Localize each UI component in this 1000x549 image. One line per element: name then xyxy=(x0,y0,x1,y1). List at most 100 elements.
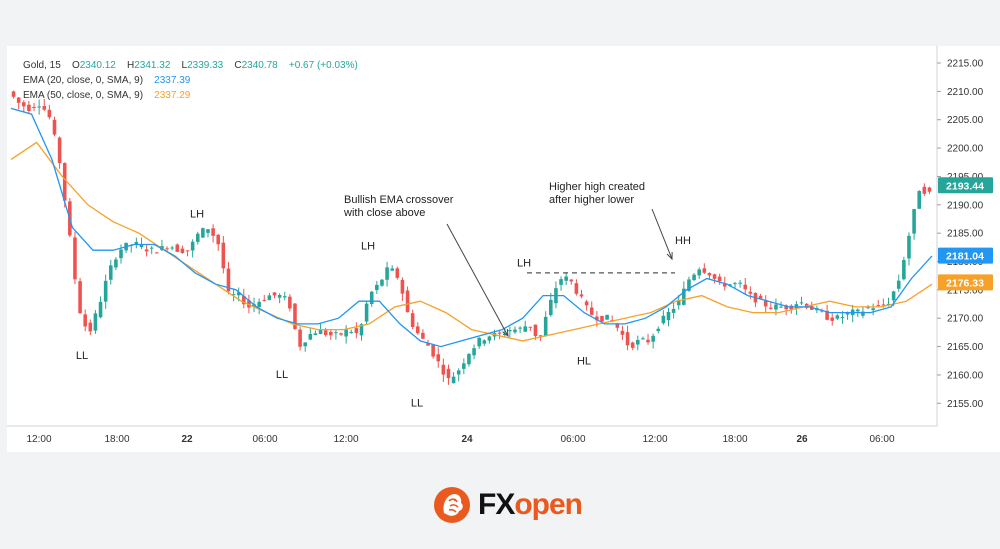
ema20-label: EMA (20, close, 0, SMA, 9) xyxy=(23,75,144,86)
candle xyxy=(876,299,881,307)
candle xyxy=(871,303,875,316)
candle-body xyxy=(881,304,886,306)
candle-body xyxy=(641,338,645,340)
candle xyxy=(589,301,594,316)
candle xyxy=(441,358,446,382)
candle xyxy=(646,333,650,345)
candle xyxy=(538,335,543,342)
candle-body xyxy=(180,248,185,253)
candle xyxy=(569,278,574,285)
candle-body xyxy=(502,333,507,336)
arrow-shaft xyxy=(446,223,509,337)
candle-body xyxy=(799,302,804,304)
y-tick-label: 2155.00 xyxy=(947,399,984,410)
candle-body xyxy=(779,306,783,308)
price-badge xyxy=(938,247,993,264)
candle-body xyxy=(293,303,297,329)
candle-body xyxy=(242,295,246,305)
candle xyxy=(231,288,236,302)
candle-body xyxy=(190,241,195,251)
candle-body xyxy=(32,106,36,108)
price-badges: 2193.44 2181.04 2176.33 xyxy=(938,177,993,291)
candle-body xyxy=(426,343,430,346)
candle-body xyxy=(702,268,707,273)
candle-body xyxy=(421,332,425,339)
candle-body xyxy=(717,276,722,282)
candle xyxy=(134,237,139,249)
candle-body xyxy=(22,102,26,107)
candle xyxy=(676,294,681,310)
x-tick-label: 06:00 xyxy=(252,434,277,445)
candle xyxy=(170,245,174,251)
candle xyxy=(743,278,748,295)
candle-body xyxy=(329,331,333,336)
candle-body xyxy=(206,229,210,233)
candle xyxy=(155,251,159,254)
candle xyxy=(477,337,481,349)
candle xyxy=(922,183,927,196)
candle xyxy=(554,281,558,309)
candle-body xyxy=(410,313,415,328)
candle-body xyxy=(119,249,123,259)
candle xyxy=(354,322,359,339)
candle-body xyxy=(636,339,640,345)
change-value: +0.67 (+0.03%) xyxy=(288,60,358,71)
annotation-line: Bullish EMA crossover xyxy=(344,194,454,206)
footer xyxy=(0,452,1000,549)
candle-body xyxy=(73,237,77,280)
candle xyxy=(574,279,579,296)
candle xyxy=(272,292,277,299)
candle xyxy=(395,266,400,280)
candle-body xyxy=(282,296,287,298)
annotation-line: after higher lower xyxy=(549,194,634,206)
y-tick-label: 2190.00 xyxy=(947,200,984,211)
candle-body xyxy=(441,364,446,375)
symbol-label: Gold, 15 xyxy=(23,60,61,71)
candle xyxy=(52,116,57,137)
candle xyxy=(415,322,420,335)
candle xyxy=(211,224,215,243)
candle-body xyxy=(835,315,840,319)
candle-body xyxy=(733,283,737,285)
candle xyxy=(206,228,210,238)
candle xyxy=(144,244,149,257)
candle-body xyxy=(165,248,169,250)
candle xyxy=(564,272,568,286)
candle-body xyxy=(144,249,149,252)
candle xyxy=(11,90,16,99)
candle xyxy=(799,296,804,306)
candle xyxy=(656,326,661,334)
candle-body xyxy=(175,244,180,252)
candle xyxy=(763,295,768,314)
candle xyxy=(190,239,195,258)
candle-body xyxy=(569,279,574,282)
candle-body xyxy=(451,376,456,384)
candle xyxy=(47,104,52,120)
close-label: C xyxy=(234,60,242,71)
candle-body xyxy=(349,331,354,333)
candle xyxy=(298,326,302,351)
candle xyxy=(717,273,722,285)
candle xyxy=(385,261,389,287)
candle-body xyxy=(139,244,144,248)
candle xyxy=(380,279,384,287)
candle-body xyxy=(57,137,62,164)
candle-body xyxy=(52,119,57,135)
candle-body xyxy=(738,282,742,284)
candle-body xyxy=(390,268,394,271)
candle-body xyxy=(758,295,763,299)
ema50-value: 2337.29 xyxy=(154,90,191,101)
candle xyxy=(334,329,338,340)
candle-body xyxy=(462,363,466,369)
swing-labels: LL LH LL LH LL LH HL HH xyxy=(76,208,691,409)
candle-body xyxy=(896,280,901,289)
low-label: L xyxy=(181,60,188,71)
candle-body xyxy=(595,316,599,321)
candle-body xyxy=(497,332,502,334)
candle xyxy=(257,298,261,315)
swing-label: LL xyxy=(276,369,288,381)
candle xyxy=(139,237,144,250)
candle xyxy=(687,276,691,292)
candle-body xyxy=(871,308,875,311)
x-tick-label: 24 xyxy=(461,434,473,445)
